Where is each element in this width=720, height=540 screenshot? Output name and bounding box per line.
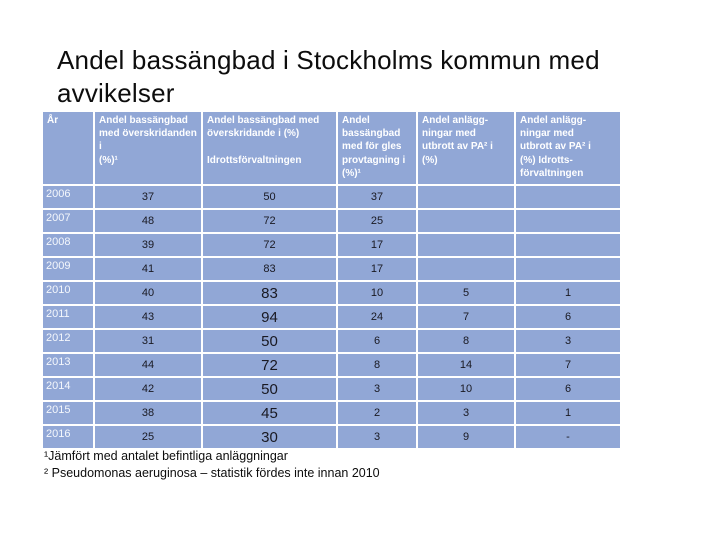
value-cell: -: [516, 426, 620, 448]
value-cell: 83: [203, 258, 336, 280]
value-cell: 30: [203, 426, 336, 448]
table-row: 2016 25 30 3 9-: [43, 426, 620, 448]
value-cell: 10: [338, 282, 416, 304]
value-cell: 6: [338, 330, 416, 352]
column-header-2: Andel bassängbad med överskridande i (%)…: [203, 112, 336, 184]
value-cell: 50: [203, 330, 336, 352]
value-cell: 31: [95, 330, 201, 352]
table-row: 2015 38 45 2 3 1: [43, 402, 620, 424]
table-row: 2010 40 83 10 5 1: [43, 282, 620, 304]
value-cell: [418, 186, 514, 208]
value-cell: 3: [338, 426, 416, 448]
value-cell: 7: [516, 354, 620, 376]
year-cell: 2013: [43, 354, 93, 376]
table-row: 2007 48 72 25: [43, 210, 620, 232]
value-cell: 45: [203, 402, 336, 424]
value-cell: 40: [95, 282, 201, 304]
value-cell: 6: [516, 306, 620, 328]
column-header-1: Andel bassängbad med överskridanden i (%…: [95, 112, 201, 184]
value-cell: 2: [338, 402, 416, 424]
value-cell: 7: [418, 306, 514, 328]
value-cell: [516, 210, 620, 232]
table-row: 2014 42 50 3 10 6: [43, 378, 620, 400]
value-cell: 48: [95, 210, 201, 232]
value-cell: [516, 258, 620, 280]
year-cell: 2009: [43, 258, 93, 280]
table-row: 2006 37 50 37: [43, 186, 620, 208]
value-cell: [516, 186, 620, 208]
value-cell: 39: [95, 234, 201, 256]
value-cell: 94: [203, 306, 336, 328]
value-cell: 72: [203, 354, 336, 376]
value-cell: 72: [203, 210, 336, 232]
value-cell: 24: [338, 306, 416, 328]
table-header-row: År Andel bassängbad med överskridanden i …: [43, 112, 620, 184]
value-cell: 8: [338, 354, 416, 376]
year-cell: 2014: [43, 378, 93, 400]
table-row: 2012 31 50 6 8 3: [43, 330, 620, 352]
value-cell: 3: [516, 330, 620, 352]
table-row: 2008 39 72 17: [43, 234, 620, 256]
value-cell: 41: [95, 258, 201, 280]
value-cell: 25: [95, 426, 201, 448]
data-table: År Andel bassängbad med överskridanden i …: [41, 110, 622, 450]
year-cell: 2010: [43, 282, 93, 304]
value-cell: 17: [338, 234, 416, 256]
value-cell: 83: [203, 282, 336, 304]
value-cell: 8: [418, 330, 514, 352]
value-cell: 14: [418, 354, 514, 376]
value-cell: [418, 234, 514, 256]
slide-title: Andel bassängbad i Stockholms kommun med…: [57, 45, 600, 109]
value-cell: 9: [418, 426, 514, 448]
footnote-2: ² Pseudomonas aeruginosa – statistik för…: [44, 465, 380, 480]
value-cell: 6: [516, 378, 620, 400]
column-header-3: Andel bassängbad med för gles provtagnin…: [338, 112, 416, 184]
year-cell: 2016: [43, 426, 93, 448]
value-cell: [418, 258, 514, 280]
value-cell: 1: [516, 402, 620, 424]
value-cell: 3: [338, 378, 416, 400]
value-cell: 38: [95, 402, 201, 424]
value-cell: 37: [95, 186, 201, 208]
table-row: 2011 43 94 24 7 6: [43, 306, 620, 328]
value-cell: [516, 234, 620, 256]
value-cell: 5: [418, 282, 514, 304]
year-cell: 2007: [43, 210, 93, 232]
year-cell: 2012: [43, 330, 93, 352]
value-cell: 25: [338, 210, 416, 232]
year-cell: 2015: [43, 402, 93, 424]
column-header-5: Andel anlägg- ningar med utbrott av PA² …: [516, 112, 620, 184]
table-row: 2009 41 83 17: [43, 258, 620, 280]
value-cell: 42: [95, 378, 201, 400]
value-cell: 37: [338, 186, 416, 208]
column-header-0: År: [43, 112, 93, 184]
value-cell: 50: [203, 186, 336, 208]
column-header-4: Andel anlägg- ningar med utbrott av PA² …: [418, 112, 514, 184]
value-cell: [418, 210, 514, 232]
table-row: 2013 44 72 8 14 7: [43, 354, 620, 376]
value-cell: 3: [418, 402, 514, 424]
value-cell: 44: [95, 354, 201, 376]
value-cell: 10: [418, 378, 514, 400]
year-cell: 2008: [43, 234, 93, 256]
value-cell: 17: [338, 258, 416, 280]
year-cell: 2011: [43, 306, 93, 328]
value-cell: 50: [203, 378, 336, 400]
footnote-1: ¹Jämfört med antalet befintliga anläggni…: [44, 449, 288, 463]
value-cell: 43: [95, 306, 201, 328]
footnotes: ¹Jämfört med antalet befintliga anläggni…: [44, 448, 380, 482]
value-cell: 1: [516, 282, 620, 304]
value-cell: 72: [203, 234, 336, 256]
year-cell: 2006: [43, 186, 93, 208]
